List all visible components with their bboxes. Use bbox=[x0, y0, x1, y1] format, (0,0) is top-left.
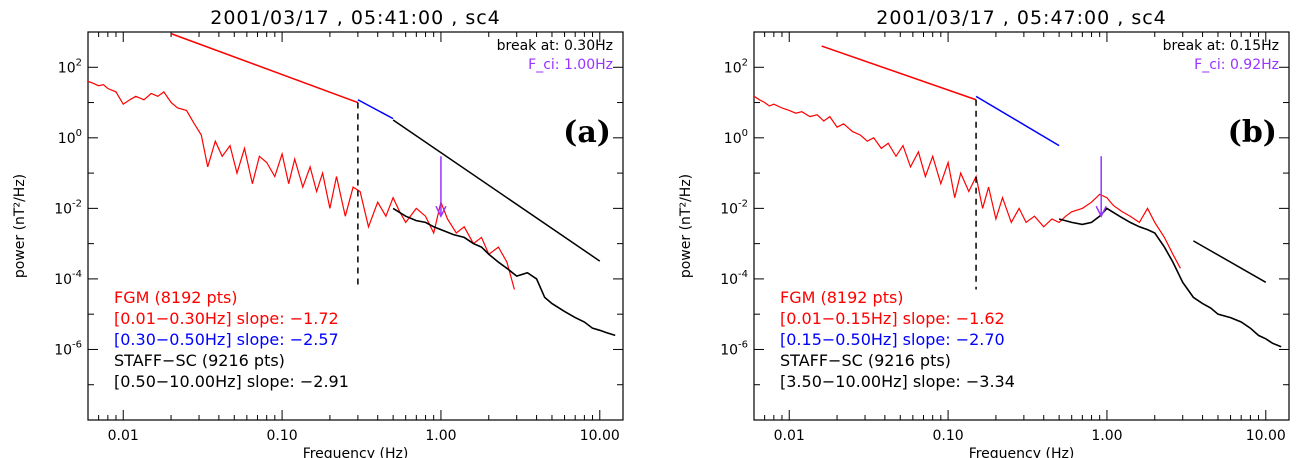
fit-line bbox=[357, 99, 394, 120]
y-tick-label: 100 bbox=[58, 128, 82, 147]
y-tick-base: 10 bbox=[58, 131, 76, 147]
x-tick-label: 1.00 bbox=[1091, 428, 1122, 444]
y-tick-exp: -6 bbox=[72, 339, 82, 350]
legend-entry: [3.50−10.00Hz] slope: −3.34 bbox=[780, 372, 1015, 391]
y-tick-exp: -6 bbox=[738, 339, 748, 350]
break-annotation: break at: 0.15Hz bbox=[1163, 38, 1279, 54]
y-tick-label: 10-4 bbox=[54, 269, 82, 288]
legend-entry: STAFF−SC (9216 pts) bbox=[780, 351, 951, 370]
y-tick-label: 102 bbox=[58, 57, 82, 76]
fgm-spectrum-line bbox=[88, 80, 515, 290]
panel-label: (a) bbox=[563, 115, 611, 150]
plot-frame bbox=[753, 31, 1290, 421]
y-tick-label: 10-2 bbox=[720, 198, 748, 217]
y-tick-exp: 0 bbox=[76, 128, 82, 139]
y-tick-base: 10 bbox=[724, 131, 742, 147]
panel-label: (b) bbox=[1228, 115, 1277, 150]
y-tick-base: 10 bbox=[54, 201, 72, 217]
plot-frame bbox=[87, 31, 624, 421]
staff-spectrum-line bbox=[1058, 207, 1282, 348]
fit-line bbox=[1192, 240, 1267, 283]
data-layer bbox=[88, 32, 616, 337]
y-tick-label: 10-4 bbox=[720, 269, 748, 288]
legend-entry: FGM (8192 pts) bbox=[780, 288, 904, 307]
y-tick-base: 10 bbox=[720, 342, 738, 358]
x-tick-label: 0.10 bbox=[933, 428, 964, 444]
y-tick-base: 10 bbox=[58, 60, 76, 76]
x-axis-label: Frequency (Hz) bbox=[303, 446, 409, 458]
x-axis: 0.01 0.10 1.00 10.00 Frequency (Hz) bbox=[753, 32, 1286, 458]
fit-line bbox=[170, 32, 359, 104]
x-axis-label: Frequency (Hz) bbox=[969, 446, 1075, 458]
y-tick-label: 10-2 bbox=[54, 198, 82, 217]
legend-entry: [0.01−0.30Hz] slope: −1.72 bbox=[114, 309, 339, 328]
fci-arrow-head bbox=[1095, 205, 1107, 218]
legend: FGM (8192 pts) [0.01−0.30Hz] slope: −1.72… bbox=[114, 288, 349, 391]
x-tick-label: 0.01 bbox=[108, 428, 139, 444]
panel-b: 2001/03/17 , 05:47:00 , sc4 0.01 0.10 1.00 1… bbox=[678, 7, 1290, 458]
panel-a: 2001/03/17 , 05:41:00 , sc4 0.01 0.10 1.00 1… bbox=[12, 7, 624, 458]
y-tick-base: 10 bbox=[54, 342, 72, 358]
x-tick-label: 1.00 bbox=[425, 428, 456, 444]
fci-annotation: F_ci: 1.00Hz bbox=[528, 57, 613, 73]
legend-entry: [0.30−0.50Hz] slope: −2.57 bbox=[114, 330, 339, 349]
y-tick-label: 100 bbox=[724, 128, 748, 147]
y-tick-base: 10 bbox=[720, 272, 738, 288]
fit-line bbox=[392, 119, 601, 262]
legend-entry: FGM (8192 pts) bbox=[114, 288, 238, 307]
y-tick-exp: 0 bbox=[742, 128, 748, 139]
y-tick-exp: 2 bbox=[742, 57, 748, 68]
y-tick-exp: 2 bbox=[76, 57, 82, 68]
chart-title: 2001/03/17 , 05:41:00 , sc4 bbox=[210, 7, 501, 29]
fci-annotation: F_ci: 0.92Hz bbox=[1194, 57, 1279, 73]
y-tick-exp: -2 bbox=[72, 198, 82, 209]
legend-entry: [0.15−0.50Hz] slope: −2.70 bbox=[780, 330, 1005, 349]
y-tick-base: 10 bbox=[54, 272, 72, 288]
staff-spectrum-line bbox=[392, 207, 616, 337]
y-tick-base: 10 bbox=[720, 201, 738, 217]
y-tick-base: 10 bbox=[724, 60, 742, 76]
legend-entry: [0.50−10.00Hz] slope: −2.91 bbox=[114, 372, 349, 391]
x-tick-label: 0.01 bbox=[774, 428, 805, 444]
y-tick-exp: -2 bbox=[738, 198, 748, 209]
x-tick-label: 0.10 bbox=[267, 428, 298, 444]
y-tick-label: 10-6 bbox=[720, 339, 748, 358]
legend: FGM (8192 pts) [0.01−0.15Hz] slope: −1.62… bbox=[780, 288, 1015, 391]
data-layer bbox=[754, 45, 1282, 348]
fci-arrow-head bbox=[435, 205, 447, 218]
y-tick-label: 102 bbox=[724, 57, 748, 76]
y-tick-label: 10-6 bbox=[54, 339, 82, 358]
x-tick-label: 10.00 bbox=[1246, 428, 1286, 444]
fgm-spectrum-line bbox=[754, 95, 1181, 269]
legend-entry: STAFF−SC (9216 pts) bbox=[114, 351, 285, 370]
y-axis-label: power (nT²/Hz) bbox=[678, 174, 694, 278]
fit-line bbox=[975, 95, 1060, 147]
fit-line bbox=[821, 45, 977, 101]
x-tick-label: 10.00 bbox=[580, 428, 620, 444]
y-tick-exp: -4 bbox=[72, 269, 82, 280]
y-axis-label: power (nT²/Hz) bbox=[12, 174, 28, 278]
x-axis: 0.01 0.10 1.00 10.00 Frequency (Hz) bbox=[87, 32, 620, 458]
break-annotation: break at: 0.30Hz bbox=[497, 38, 613, 54]
chart-title: 2001/03/17 , 05:47:00 , sc4 bbox=[876, 7, 1167, 29]
y-tick-exp: -4 bbox=[738, 269, 748, 280]
legend-entry: [0.01−0.15Hz] slope: −1.62 bbox=[780, 309, 1005, 328]
